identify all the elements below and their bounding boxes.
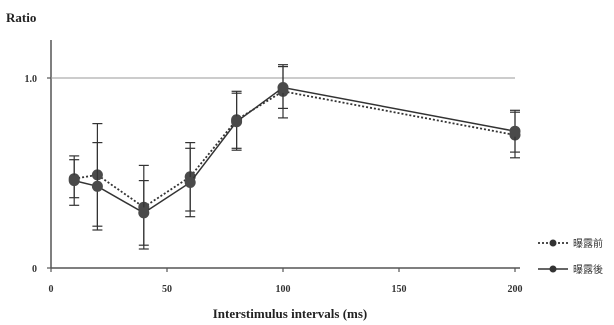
x-tick-label-1: 50	[162, 284, 172, 295]
legend-label-after: 曝露後	[573, 263, 603, 276]
data-point-1-6	[509, 125, 521, 137]
legend-marker-after	[549, 265, 557, 273]
legend: 曝露前 曝露後	[538, 237, 603, 276]
series-layer	[68, 64, 521, 250]
y-ticks: 01.0	[25, 74, 51, 275]
legend-label-before: 曝露前	[573, 237, 603, 250]
x-tick-label-2: 100	[276, 284, 291, 295]
y-axis-label: Ratio	[6, 10, 36, 25]
series-0	[68, 64, 521, 250]
series-line-0	[74, 90, 516, 209]
y-tick-label-1: 1.0	[25, 74, 38, 85]
data-point-1-2	[138, 207, 150, 219]
data-point-1-1	[91, 180, 103, 192]
x-tick-label-3: 150	[392, 284, 407, 295]
data-point-1-3	[184, 177, 196, 188]
legend-item-before: 曝露前	[538, 237, 603, 250]
data-point-1-0	[68, 175, 80, 187]
x-tick-label-0: 0	[49, 284, 54, 295]
legend-item-after: 曝露後	[538, 263, 603, 276]
y-tick-label-0: 0	[32, 264, 37, 275]
series-line-1	[74, 86, 516, 214]
x-axis-label: Interstimulus intervals (ms)	[213, 306, 368, 321]
data-point-1-5	[277, 82, 289, 93]
data-point-1-4	[231, 116, 243, 128]
x-tick-label-4: 200	[508, 284, 523, 295]
legend-marker-before	[549, 239, 557, 247]
series-1	[68, 65, 521, 246]
x-ticks: 0 50 100 150 200	[49, 268, 523, 295]
